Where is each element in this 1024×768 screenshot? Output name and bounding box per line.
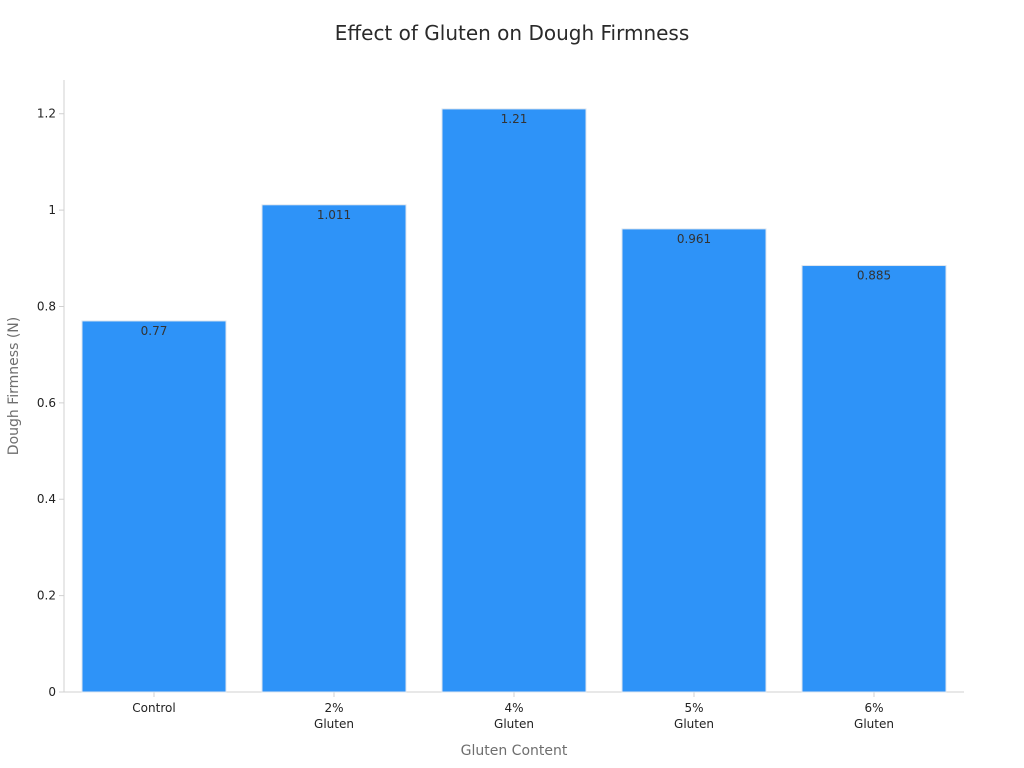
y-tick-label: 0: [48, 685, 56, 699]
data-label: 1.21: [501, 112, 528, 126]
x-tick-label: 5% Gluten: [674, 701, 714, 731]
bar: [621, 228, 767, 693]
x-tick-label: 4% Gluten: [494, 701, 534, 731]
y-tick-label: 1.2: [37, 107, 56, 121]
bar: [261, 204, 407, 693]
y-tick-label: 0.4: [37, 492, 56, 506]
x-tick-label: 6% Gluten: [854, 701, 894, 731]
y-axis: 0 0.2 0.4 0.6 0.8 1 1.2: [37, 80, 65, 699]
data-label: 0.961: [677, 232, 711, 246]
y-tick-label: 0.6: [37, 396, 56, 410]
y-axis-title: Dough Firmness (N): [6, 317, 22, 455]
y-tick-label: 0.8: [37, 299, 56, 313]
bar: [801, 265, 947, 693]
data-label: 0.77: [141, 324, 168, 338]
bar: [441, 108, 587, 693]
chart-title: Effect of Gluten on Dough Firmness: [335, 21, 690, 45]
bar: [81, 320, 227, 693]
data-labels-group: 0.77 1.011 1.21 0.961 0.885: [141, 112, 892, 338]
data-label: 0.885: [857, 269, 891, 283]
data-label: 1.011: [317, 208, 351, 222]
x-tick-label: Control: [132, 701, 175, 715]
bars-group: [81, 108, 947, 693]
x-axis: Control 2% Gluten 4% Gluten 5% Gluten 6% Gluten: [64, 691, 964, 731]
x-axis-title: Gluten Content: [461, 743, 568, 759]
y-tick-label: 0.2: [37, 589, 56, 603]
x-tick-label: 2% Gluten: [314, 701, 354, 731]
y-tick-label: 1: [48, 203, 56, 217]
